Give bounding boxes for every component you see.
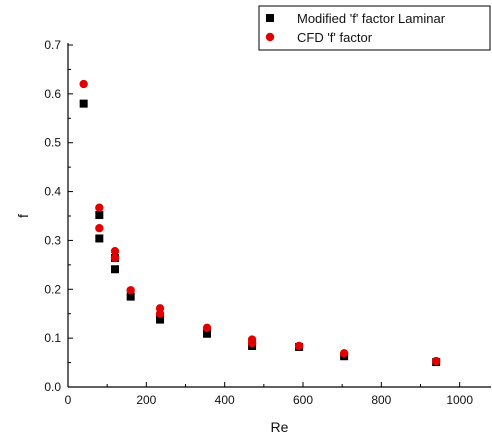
data-point-square [111,265,119,274]
data-point-square [156,315,165,324]
data-point-square [95,234,104,243]
series-modified-f-factor [79,99,441,367]
x-axis-title: Re [271,419,289,435]
data-point-square [79,99,88,108]
y-tick-label: 0.4 [44,185,61,199]
x-tick-label: 400 [215,393,235,407]
data-point-circle [95,203,104,212]
y-tick-label: 0.0 [44,380,61,394]
legend-label-cfd-f-factor: CFD 'f' factor [297,30,373,45]
data-point-circle [110,246,120,256]
x-tick-label: 800 [371,393,391,407]
data-point-circle [247,338,257,348]
x-tick-label: 200 [136,393,156,407]
data-point-circle [431,356,441,366]
data-point-circle [339,349,349,358]
series-cfd-f-factor [79,79,441,366]
data-points [79,79,441,367]
legend-box [258,5,491,51]
data-point-circle [155,309,165,318]
data-point-circle [126,286,135,295]
legend-label-modified-f-factor: Modified 'f' factor Laminar [297,11,446,26]
y-tick-label: 0.2 [44,282,61,296]
data-point-circle [110,253,120,263]
data-point-circle [79,79,88,89]
data-point-square [203,329,212,338]
y-tick-label: 0.5 [44,136,61,150]
data-point-circle [294,341,304,351]
x-tick-label: 600 [293,393,313,407]
x-tick-label: 0 [65,393,72,407]
data-point-circle [202,323,212,333]
y-tick-label: 0.6 [44,87,61,101]
axes: 0.0 0.1 0.2 0.3 0.4 0.5 0.6 0.7 0 200 400 600 800 100… [44,38,491,407]
y-tick-label: 0.3 [44,233,61,247]
y-axis-title: f [15,214,31,218]
legend-marker-square [266,14,274,22]
data-point-circle [95,224,104,233]
legend: Modified 'f' factor Laminar CFD 'f' fact… [258,5,491,51]
x-tick-label: 1000 [446,393,473,407]
legend-marker-circle [265,32,275,42]
y-tick-label: 0.7 [44,38,61,52]
data-point-square [126,292,135,301]
y-tick-label: 0.1 [44,331,61,345]
data-point-square [95,211,104,220]
